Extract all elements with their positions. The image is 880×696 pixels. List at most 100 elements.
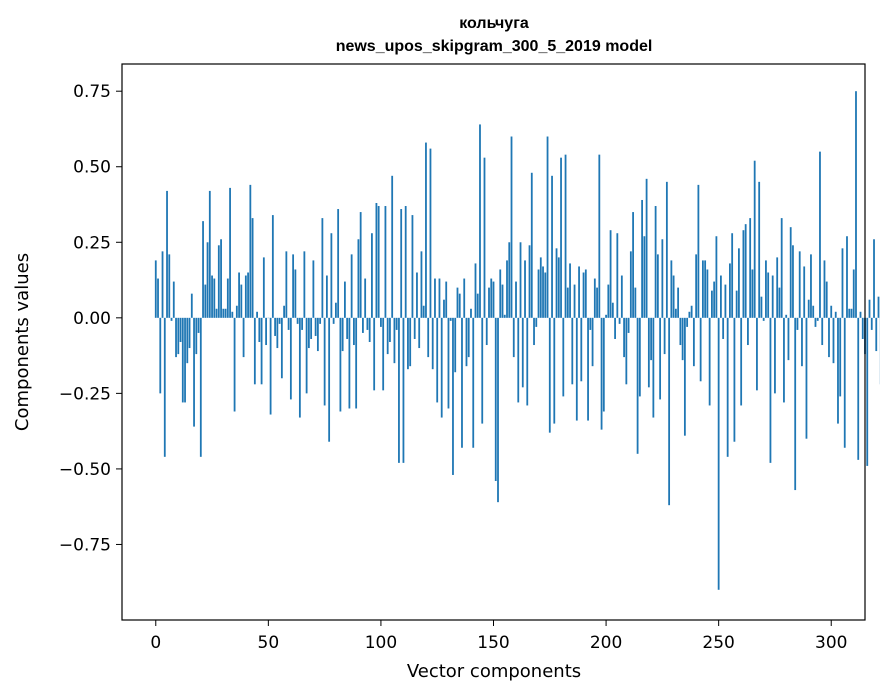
- bar-138: [465, 317, 468, 367]
- bar-255: [729, 263, 731, 318]
- bar-116: [416, 272, 418, 318]
- bar-21: [202, 221, 204, 318]
- bar-118: [420, 251, 423, 318]
- bar-159: [512, 317, 515, 358]
- bar-147: [485, 317, 488, 346]
- bar-269: [760, 296, 763, 318]
- y-tick-label-4: 0.25: [73, 233, 111, 253]
- bar-313: [859, 311, 862, 318]
- bar-258: [735, 290, 738, 318]
- bar-56: [280, 317, 283, 379]
- bar-70: [312, 260, 315, 318]
- bar-207: [620, 275, 623, 318]
- bar-172: [542, 266, 544, 318]
- bar-298: [825, 281, 828, 318]
- bar-169: [535, 317, 538, 327]
- bar-60: [289, 317, 292, 400]
- bar-32: [226, 278, 229, 318]
- bar-282: [789, 227, 792, 318]
- bar-296: [821, 317, 824, 346]
- y-axis: −0.75 −0.50 −0.25 0.00 0.25 0.50 0.75: [59, 82, 122, 555]
- bar-130: [447, 317, 450, 409]
- bar-212: [632, 212, 634, 318]
- bar-281: [787, 317, 790, 361]
- bar-11: [179, 317, 182, 342]
- bar-76: [325, 275, 328, 318]
- bar-123: [431, 317, 434, 370]
- bar-47: [260, 317, 263, 385]
- bar-26: [213, 278, 216, 318]
- y-tick-label-0: −0.75: [59, 535, 111, 555]
- bar-239: [692, 317, 695, 367]
- bar-321: [877, 296, 880, 318]
- bar-306: [843, 317, 846, 448]
- x-tick-label-200: 200: [590, 633, 622, 653]
- bar-115: [413, 317, 416, 339]
- bar-271: [765, 260, 767, 318]
- bar-304: [839, 317, 842, 397]
- bar-0: [154, 260, 157, 318]
- bar-259: [738, 248, 740, 318]
- bar-174: [546, 136, 549, 318]
- bar-206: [618, 317, 621, 324]
- bar-29: [220, 239, 222, 318]
- bar-145: [481, 317, 484, 424]
- x-axis-label: Vector components: [407, 661, 581, 682]
- bar-155: [503, 314, 506, 318]
- bar-103: [386, 317, 389, 355]
- bar-54: [276, 317, 279, 349]
- bar-260: [740, 317, 743, 406]
- bar-49: [265, 317, 267, 346]
- bar-62: [294, 269, 297, 318]
- bar-221: [652, 317, 655, 418]
- bar-235: [683, 317, 686, 436]
- bar-85: [346, 317, 349, 339]
- bar-90: [357, 239, 360, 318]
- bar-19: [197, 317, 200, 333]
- bar-152: [497, 317, 499, 503]
- bar-256: [731, 233, 734, 318]
- bar-42: [249, 184, 252, 318]
- bar-279: [783, 317, 785, 403]
- bar-302: [834, 311, 837, 318]
- bar-177: [553, 317, 556, 424]
- bar-160: [515, 281, 517, 318]
- bar-308: [848, 308, 851, 318]
- bar-198: [600, 317, 603, 430]
- bar-245: [706, 269, 709, 318]
- bar-154: [501, 284, 504, 318]
- bar-202: [609, 230, 612, 318]
- bar-69: [310, 317, 313, 339]
- bar-142: [474, 263, 477, 318]
- bar-72: [316, 317, 319, 352]
- bar-41: [247, 272, 249, 318]
- bar-104: [389, 317, 391, 342]
- bar-91: [359, 212, 362, 318]
- bar-110: [402, 317, 405, 463]
- bar-97: [373, 317, 376, 391]
- bar-303: [837, 317, 839, 424]
- bar-73: [319, 317, 322, 324]
- bar-233: [679, 317, 682, 346]
- bar-111: [404, 206, 407, 318]
- bar-187: [575, 317, 578, 421]
- bar-199: [602, 317, 605, 412]
- bar-148: [488, 287, 490, 318]
- bar-219: [647, 317, 650, 388]
- bar-291: [810, 254, 812, 318]
- bar-294: [816, 317, 819, 321]
- bar-311: [855, 91, 857, 318]
- bar-67: [305, 317, 308, 394]
- bar-301: [832, 317, 835, 364]
- bar-210: [627, 317, 630, 333]
- bar-183: [566, 287, 569, 318]
- bar-317: [868, 299, 871, 318]
- bar-211: [629, 251, 632, 318]
- bar-57: [283, 305, 286, 318]
- bar-194: [591, 317, 594, 367]
- bar-186: [573, 284, 576, 318]
- bar-38: [240, 284, 243, 318]
- bar-22: [204, 284, 207, 318]
- bar-108: [398, 317, 400, 463]
